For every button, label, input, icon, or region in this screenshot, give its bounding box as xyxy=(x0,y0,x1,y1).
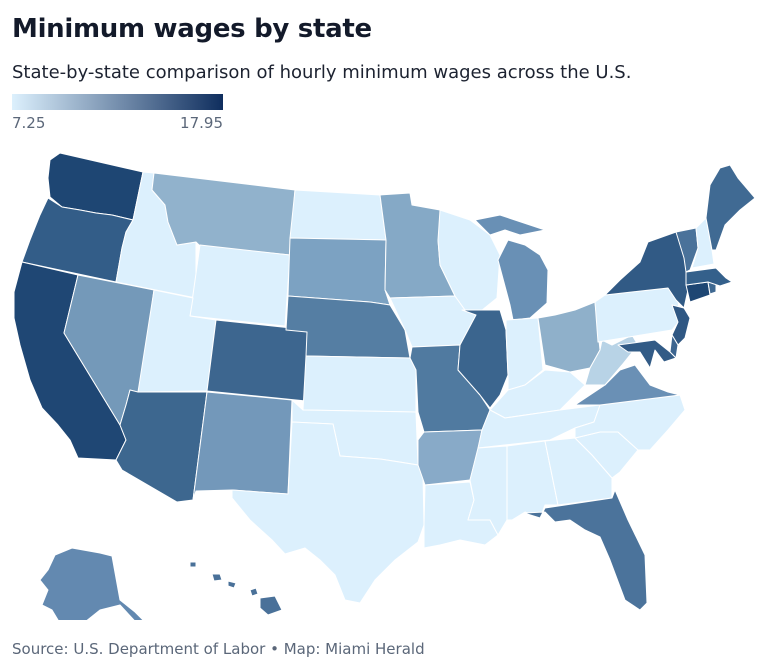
state-NJ[interactable] xyxy=(671,304,691,346)
state-SD[interactable] xyxy=(287,237,391,306)
state-ME[interactable] xyxy=(705,164,756,251)
legend-gradient-bar xyxy=(12,94,223,110)
state-HI[interactable] xyxy=(189,561,283,616)
state-OH[interactable] xyxy=(537,301,601,373)
legend-min-label: 7.25 xyxy=(12,114,46,132)
state-NM[interactable] xyxy=(192,391,293,501)
state-VA[interactable] xyxy=(574,364,681,406)
state-MA[interactable] xyxy=(685,267,733,287)
page-title: Minimum wages by state xyxy=(12,14,372,44)
legend-max-label: 17.95 xyxy=(180,114,223,132)
state-AK[interactable] xyxy=(38,547,155,620)
source-credit: Source: U.S. Department of Labor • Map: … xyxy=(12,640,425,658)
color-legend: 7.25 17.95 xyxy=(12,94,223,132)
state-ND[interactable] xyxy=(289,189,387,241)
state-CO[interactable] xyxy=(206,319,311,402)
state-WY[interactable] xyxy=(189,244,291,327)
us-choropleth-map xyxy=(13,152,756,620)
state-NC[interactable] xyxy=(574,394,686,451)
state-PA[interactable] xyxy=(594,287,681,343)
state-KS[interactable] xyxy=(302,355,417,413)
legend-labels: 7.25 17.95 xyxy=(12,114,223,132)
state-MD[interactable] xyxy=(617,339,677,369)
state-FL[interactable] xyxy=(523,489,648,611)
state-MI[interactable] xyxy=(474,214,549,321)
state-AZ[interactable] xyxy=(115,389,208,503)
page-subtitle: State-by-state comparison of hourly mini… xyxy=(12,62,632,83)
state-TX[interactable] xyxy=(231,421,425,604)
state-IL[interactable] xyxy=(457,309,509,409)
